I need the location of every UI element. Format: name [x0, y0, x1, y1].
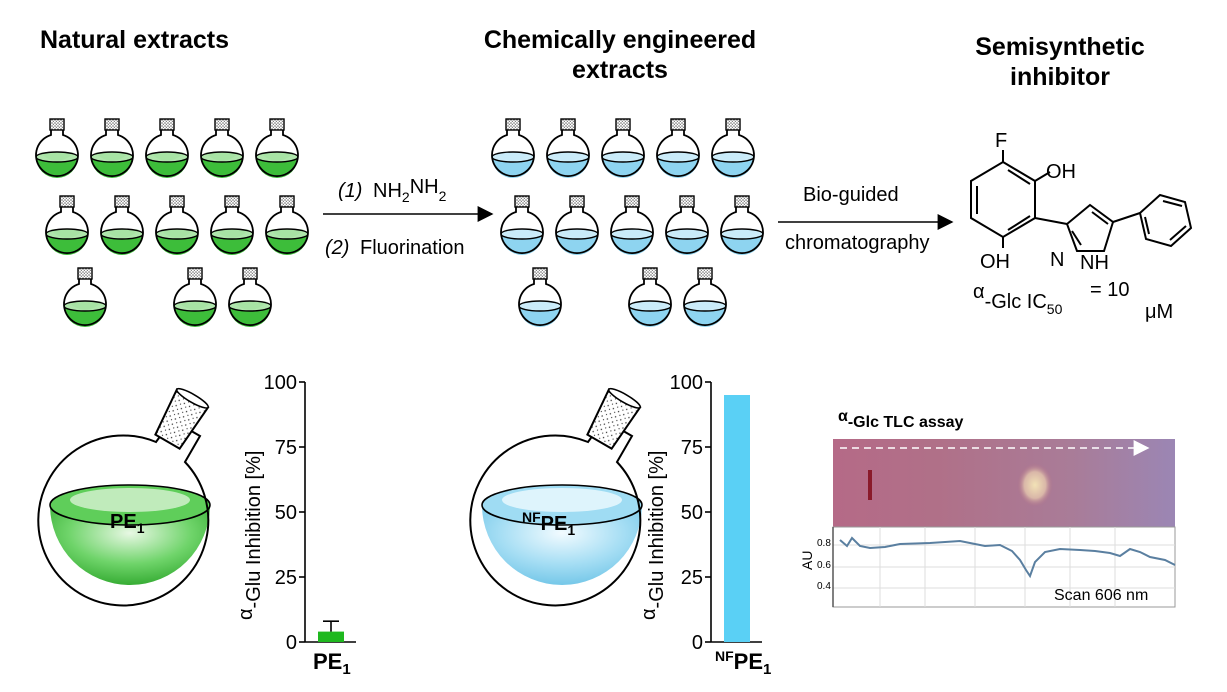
flask-icon: [601, 118, 645, 179]
reagent-2: (2) Fluorination: [325, 237, 465, 259]
tlc-inhibitor-spot: [1017, 463, 1053, 507]
bar: [724, 395, 750, 642]
chart2-category-label: NFPE1: [715, 648, 771, 678]
flask-icon: [63, 267, 107, 328]
heading-engineered-line1: Chemically engineered: [483, 26, 757, 54]
y-tick-label: 50: [681, 502, 703, 524]
flask-icon: [45, 195, 89, 256]
y-tick-label: 25: [275, 567, 297, 589]
flask-icon: [90, 118, 134, 179]
tlc-y-label: AU: [799, 551, 815, 570]
heading-engineered-line2: extracts: [572, 56, 668, 84]
molecule-atom-labels: F OH OH N NH: [980, 130, 1109, 274]
flask-icon: [100, 195, 144, 256]
heading-semisynthetic-inhibitor: Semisynthetic inhibitor: [940, 32, 1180, 92]
chart2-ylabel: α-Glu Inhibition [%]: [638, 451, 668, 620]
heading-semisynthetic-line2: inhibitor: [1010, 63, 1110, 91]
flask-icon: [173, 267, 217, 328]
flask-icon: [546, 118, 590, 179]
engineered-extract-flasks: [491, 118, 764, 328]
bar: [318, 631, 344, 642]
flask-icon: [683, 267, 727, 328]
flask-icon: [35, 118, 79, 179]
flask-icon: [228, 267, 272, 328]
ic50-value: = 10: [1090, 279, 1129, 301]
heading-natural-extracts: Natural extracts: [40, 26, 229, 54]
y-tick-label: 75: [681, 437, 703, 459]
large-green-flask-icon: PE1: [37, 387, 211, 607]
semisynthetic-inhibitor-structure: [970, 150, 1193, 252]
engineered-flask-label: NFPE1: [522, 509, 575, 538]
large-blue-flask-icon: NFPE1: [469, 387, 643, 607]
natural-flask-label: PE1: [110, 511, 145, 536]
tlc-y-tick: 0.4: [817, 581, 831, 592]
flask-icon: [555, 195, 599, 256]
y-tick-label: 0: [286, 632, 297, 654]
tlc-scan-label: Scan 606 nm: [1054, 587, 1148, 604]
y-tick-label: 100: [264, 372, 297, 394]
flask-icon: [711, 118, 755, 179]
flask-icon: [145, 118, 189, 179]
tlc-y-tick: 0.6: [817, 560, 831, 571]
heading-semisynthetic-line1: Semisynthetic: [975, 33, 1145, 61]
step2-line2: chromatography: [785, 232, 930, 254]
inhibition-chart-pe1: 0 25 50 75 100 α-Glu Inhibition [%] PE1: [235, 372, 356, 678]
flask-icon: [200, 118, 244, 179]
chart2-axis: 0 25 50 75 100: [670, 372, 762, 654]
flask-icon: [518, 267, 562, 328]
tlc-origin-spot: [868, 470, 872, 500]
flask-icon: [155, 195, 199, 256]
reagent-1: (1) NH2NH2: [338, 176, 447, 205]
tlc-scan-graph: AU 0.8 0.6 0.4 Scan 606 nm: [799, 526, 1176, 608]
chart1-axis: 0 25 50 75 100: [264, 372, 356, 654]
flask-icon: [720, 195, 764, 256]
chart1-category-label: PE1: [313, 649, 351, 678]
svg-text:NH: NH: [1080, 252, 1109, 274]
inhibition-chart-nfpe1: 0 25 50 75 100 α-Glu Inhibition [%] NFPE1: [638, 372, 771, 678]
heading-engineered-extracts: Chemically engineered extracts: [440, 25, 800, 85]
flask-icon: [610, 195, 654, 256]
chart1-ylabel: α-Glu Inhibition [%]: [235, 451, 265, 620]
flask-icon: [210, 195, 254, 256]
flask-icon: [255, 118, 299, 179]
flask-icon: [500, 195, 544, 256]
flask-icon: [491, 118, 535, 179]
y-tick-label: 100: [670, 372, 703, 394]
tlc-y-tick: 0.8: [817, 538, 831, 549]
flask-icon: [265, 195, 309, 256]
ic50-label: α-Glc IC50: [973, 281, 1063, 317]
y-tick-label: 25: [681, 567, 703, 589]
y-tick-label: 75: [275, 437, 297, 459]
y-tick-label: 0: [692, 632, 703, 654]
ic50-unit: μM: [1145, 301, 1173, 323]
flask-icon: [665, 195, 709, 256]
svg-text:OH: OH: [980, 251, 1010, 273]
flask-icon: [628, 267, 672, 328]
svg-text:OH: OH: [1046, 161, 1076, 183]
svg-text:N: N: [1050, 249, 1064, 271]
y-tick-label: 50: [275, 502, 297, 524]
tlc-plate: [833, 439, 1175, 527]
step2-line1: Bio-guided: [803, 184, 899, 206]
svg-text:F: F: [995, 130, 1007, 152]
tlc-title: α-Glc TLC assay: [838, 408, 964, 431]
natural-extract-flasks: [35, 118, 309, 328]
flask-icon: [656, 118, 700, 179]
